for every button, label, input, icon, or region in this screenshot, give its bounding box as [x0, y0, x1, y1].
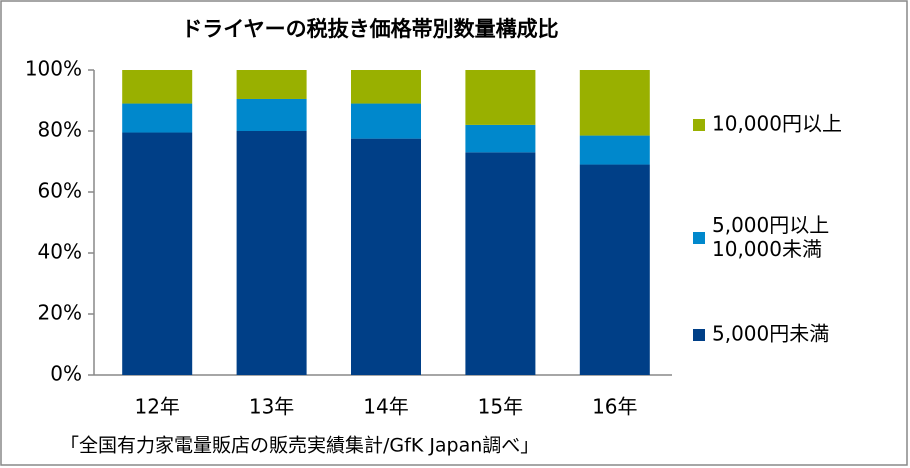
bar-segment — [351, 70, 421, 104]
bar-segment — [122, 103, 193, 133]
legend-swatch — [693, 119, 705, 131]
legend-label: 5,000円以上 10,000未満 — [712, 213, 829, 261]
bar-segment — [122, 70, 193, 104]
source-note: 「全国有力家電量販店の販売実績集計/GfK Japan調べ」 — [60, 435, 539, 457]
bar-segment — [465, 152, 536, 375]
legend-swatch — [693, 329, 705, 341]
bar-segment — [122, 132, 193, 375]
bar-segment — [351, 103, 421, 139]
y-tick-label: 20% — [38, 301, 82, 325]
chart-title: ドライヤーの税抜き価格帯別数量構成比 — [181, 17, 558, 41]
x-tick-label: 16年 — [592, 395, 637, 419]
y-tick-label: 80% — [38, 118, 82, 142]
bar-segment — [579, 164, 650, 375]
bar-segment — [236, 70, 307, 99]
bar-segment — [579, 70, 650, 136]
legend-label: 5,000円未満 — [712, 322, 829, 346]
y-tick-label: 0% — [50, 362, 82, 386]
bar-segment — [465, 70, 536, 125]
y-tick-label: 40% — [38, 240, 82, 264]
legend-swatch — [693, 232, 705, 244]
y-tick-label: 100% — [25, 57, 82, 81]
x-tick-label: 14年 — [363, 395, 408, 419]
x-tick-label: 15年 — [478, 395, 523, 419]
bar-segment — [465, 124, 536, 153]
bar-segment — [579, 135, 650, 165]
bar-segment — [236, 131, 307, 375]
legend-label: 10,000円以上 — [712, 112, 842, 136]
y-tick-label: 60% — [38, 179, 82, 203]
x-tick-label: 13年 — [249, 395, 294, 419]
bar-segment — [351, 138, 421, 375]
x-tick-label: 12年 — [134, 395, 179, 419]
bar-segment — [236, 98, 307, 131]
